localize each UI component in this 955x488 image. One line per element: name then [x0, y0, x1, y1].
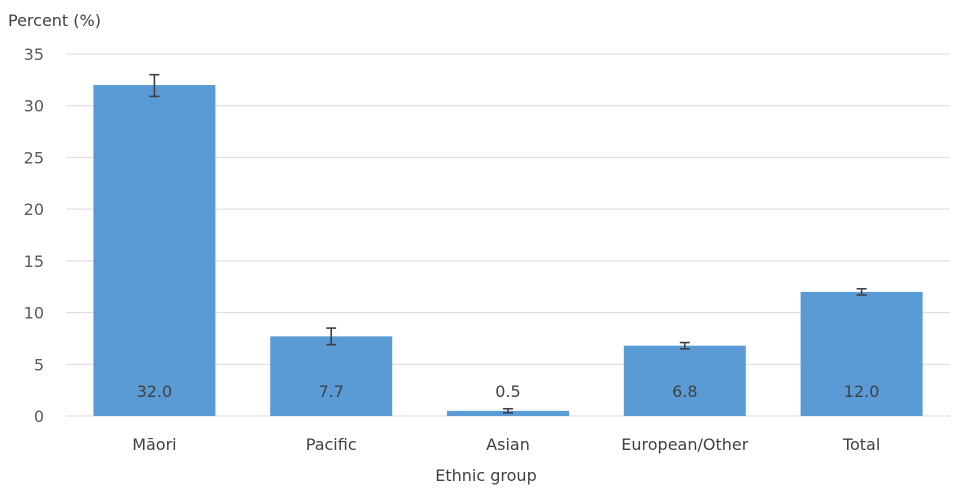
- y-tick-label: 10: [24, 304, 44, 323]
- y-tick-label: 15: [24, 252, 44, 271]
- x-category-label: Asian: [486, 435, 530, 454]
- x-axis-categories: Māori Pacific Asian European/Other Total: [132, 435, 880, 454]
- error-bar: [326, 327, 337, 346]
- bar-total: [800, 291, 923, 416]
- bars: [93, 85, 923, 417]
- data-label: 12.0: [844, 382, 880, 401]
- data-label: 0.5: [495, 382, 520, 401]
- data-label: 7.7: [318, 382, 343, 401]
- error-bars: [149, 73, 867, 414]
- x-category-label: Total: [842, 435, 880, 454]
- x-category-label: Pacific: [306, 435, 357, 454]
- y-tick-label: 5: [34, 355, 44, 374]
- data-label: 32.0: [137, 382, 173, 401]
- y-tick-label: 20: [24, 200, 44, 219]
- bar-m-ori: [93, 85, 216, 417]
- data-label: 6.8: [672, 382, 697, 401]
- x-axis-title: Ethnic group: [435, 466, 536, 485]
- y-tick-label: 30: [24, 97, 44, 116]
- y-axis-ticks: 0 5 10 15 20 25 30 35: [24, 45, 44, 426]
- error-bar: [856, 287, 867, 296]
- y-tick-label: 35: [24, 45, 44, 64]
- y-tick-label: 0: [34, 407, 44, 426]
- y-axis-title: Percent (%): [8, 11, 101, 30]
- bar-pacific: [270, 336, 393, 416]
- error-bar: [149, 73, 160, 98]
- x-category-label: European/Other: [621, 435, 748, 454]
- error-bar: [679, 341, 690, 350]
- error-bar: [503, 407, 513, 414]
- bar-european-other: [623, 345, 746, 416]
- y-tick-label: 25: [24, 148, 44, 167]
- data-labels: 32.0 7.7 0.5 6.8 12.0: [137, 382, 880, 401]
- x-category-label: Māori: [132, 435, 176, 454]
